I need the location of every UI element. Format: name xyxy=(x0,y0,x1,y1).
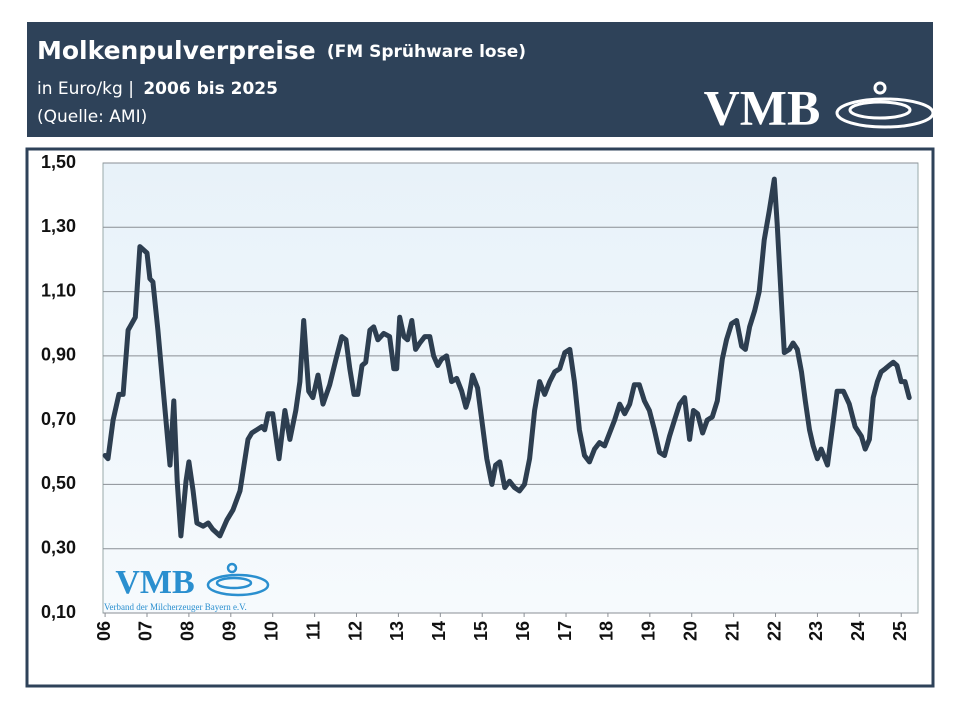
x-tick-label: 23 xyxy=(806,621,826,641)
x-tick-label: 17 xyxy=(555,621,575,641)
watermark: VMB xyxy=(115,564,194,601)
y-tick-label: 0,10 xyxy=(41,602,76,622)
watermark-caption: Verband der Milcherzeuger Bayern e.V. xyxy=(104,602,247,612)
y-tick-label: 0,50 xyxy=(41,473,76,493)
watermark-swirl xyxy=(206,562,270,597)
x-tick-label: 08 xyxy=(178,621,198,641)
chart-title: Molkenpulverpreise xyxy=(37,36,316,65)
x-tick-label: 11 xyxy=(303,621,323,640)
header-box xyxy=(27,22,933,137)
subtitle-line: in Euro/kg | 2006 bis 2025 xyxy=(37,79,278,99)
y-tick-label: 0,30 xyxy=(41,537,76,557)
source: (Quelle: AMI) xyxy=(37,107,147,127)
price-line xyxy=(102,176,912,539)
y-tick-label: 1,10 xyxy=(41,280,76,300)
subtitle-unit: in Euro/kg | xyxy=(37,79,134,99)
subtitle-period: 2006 bis 2025 xyxy=(143,79,278,99)
logo: VMB xyxy=(704,79,821,135)
x-tick-label: 06 xyxy=(94,621,114,641)
x-tick-label: 20 xyxy=(680,621,700,641)
x-tick-label: 16 xyxy=(513,621,533,641)
x-tick-label: 07 xyxy=(136,621,156,641)
x-tick-label: 25 xyxy=(890,621,910,641)
logo-swirl xyxy=(835,81,935,129)
x-tick-label: 10 xyxy=(261,621,281,641)
y-tick-label: 0,70 xyxy=(41,409,76,429)
plot-area xyxy=(102,162,919,614)
x-tick-label: 14 xyxy=(429,621,449,641)
y-tick-label: 1,50 xyxy=(41,152,76,172)
x-tick-label: 21 xyxy=(722,621,742,641)
y-tick-label: 1,30 xyxy=(41,216,76,236)
x-tick-label: 09 xyxy=(220,621,240,641)
title-suffix: (FM Sprühware lose) xyxy=(327,42,526,62)
y-tick-label: 0,90 xyxy=(41,345,76,365)
x-tick-label: 13 xyxy=(387,621,407,641)
x-tick-label: 19 xyxy=(639,621,659,641)
x-tick-label: 18 xyxy=(597,621,617,641)
title-line: Molkenpulverpreise (FM Sprühware lose) xyxy=(37,36,526,65)
x-tick-label: 15 xyxy=(471,621,491,641)
x-tick-label: 22 xyxy=(764,621,784,641)
x-tick-label: 12 xyxy=(345,621,365,641)
x-tick-label: 24 xyxy=(848,621,868,641)
